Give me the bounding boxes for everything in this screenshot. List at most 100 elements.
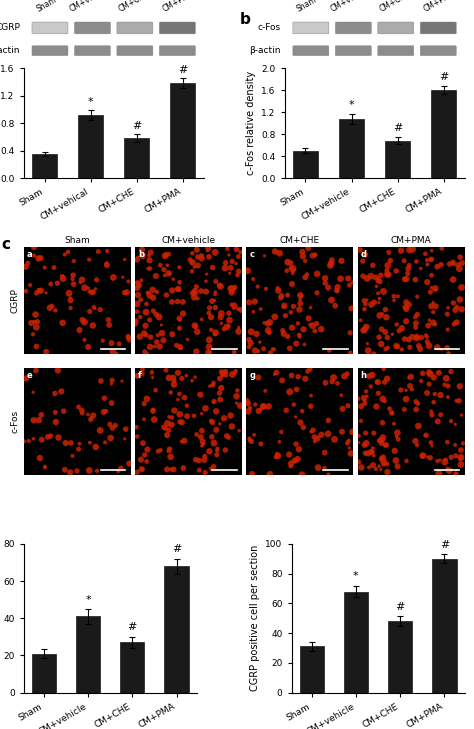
Point — [183, 410, 191, 422]
Title: CM+CHE: CM+CHE — [280, 235, 320, 245]
Point — [447, 451, 455, 463]
Point — [395, 325, 403, 337]
Point — [227, 262, 235, 273]
Point — [359, 270, 367, 282]
Point — [220, 413, 228, 424]
Point — [450, 318, 458, 330]
Point — [293, 383, 301, 395]
Point — [189, 257, 196, 268]
Point — [402, 303, 410, 315]
Point — [355, 437, 362, 448]
Point — [423, 276, 431, 288]
Point — [418, 375, 425, 387]
Point — [230, 346, 238, 358]
Point — [382, 326, 389, 338]
Point — [367, 381, 374, 392]
Point — [196, 464, 203, 476]
Text: Sham: Sham — [35, 0, 58, 14]
Point — [211, 302, 219, 313]
Point — [429, 297, 437, 308]
Point — [376, 310, 383, 321]
Bar — [432, 559, 456, 693]
Point — [208, 431, 216, 443]
Point — [355, 456, 362, 468]
Point — [415, 420, 422, 432]
Point — [202, 286, 210, 297]
Point — [151, 340, 159, 352]
Point — [380, 363, 387, 375]
Point — [191, 284, 199, 296]
Point — [202, 276, 210, 287]
Point — [191, 320, 199, 332]
Point — [205, 346, 212, 358]
Point — [384, 260, 392, 271]
Point — [266, 469, 273, 480]
Point — [213, 449, 220, 461]
Point — [205, 251, 213, 262]
Point — [415, 340, 423, 351]
Point — [394, 290, 402, 302]
Point — [314, 432, 321, 444]
Point — [41, 262, 48, 273]
Text: *: * — [85, 595, 91, 604]
Point — [34, 316, 41, 327]
Point — [138, 368, 146, 380]
Point — [103, 260, 111, 271]
Point — [345, 273, 352, 284]
Point — [115, 465, 122, 477]
Point — [418, 332, 425, 343]
Point — [402, 297, 410, 308]
Point — [30, 414, 37, 426]
Point — [75, 443, 82, 455]
Point — [62, 437, 70, 449]
Point — [452, 450, 459, 461]
Point — [419, 450, 426, 461]
Point — [235, 321, 243, 333]
Point — [397, 245, 405, 257]
Point — [390, 295, 398, 306]
Text: CM+CHE: CM+CHE — [378, 0, 412, 14]
Point — [191, 261, 198, 273]
Point — [288, 278, 296, 290]
Point — [313, 287, 321, 299]
Point — [428, 254, 435, 265]
Point — [287, 458, 295, 469]
Point — [363, 321, 370, 332]
Point — [324, 428, 332, 440]
Point — [381, 395, 388, 407]
Text: #: # — [440, 540, 449, 550]
Point — [311, 325, 319, 337]
FancyBboxPatch shape — [293, 22, 329, 34]
Point — [199, 436, 206, 448]
Point — [232, 257, 240, 269]
Point — [328, 254, 336, 266]
Point — [164, 429, 171, 441]
Point — [201, 451, 209, 462]
Point — [86, 286, 93, 297]
Point — [41, 462, 49, 474]
Point — [425, 367, 433, 378]
Point — [321, 273, 329, 284]
Point — [446, 465, 453, 477]
Point — [140, 398, 148, 410]
Point — [292, 338, 300, 349]
Point — [210, 437, 218, 449]
Point — [278, 290, 285, 302]
Point — [140, 413, 148, 425]
Point — [163, 289, 170, 301]
Point — [287, 460, 295, 472]
Point — [379, 417, 386, 429]
Point — [412, 321, 419, 333]
Point — [139, 437, 147, 449]
Point — [167, 386, 174, 398]
Point — [321, 447, 328, 459]
Point — [321, 277, 329, 289]
Point — [412, 435, 419, 447]
Point — [206, 445, 213, 457]
Point — [192, 281, 200, 292]
Point — [435, 367, 443, 378]
Point — [444, 436, 451, 448]
Point — [117, 462, 125, 474]
Point — [365, 370, 373, 382]
Point — [375, 461, 383, 472]
